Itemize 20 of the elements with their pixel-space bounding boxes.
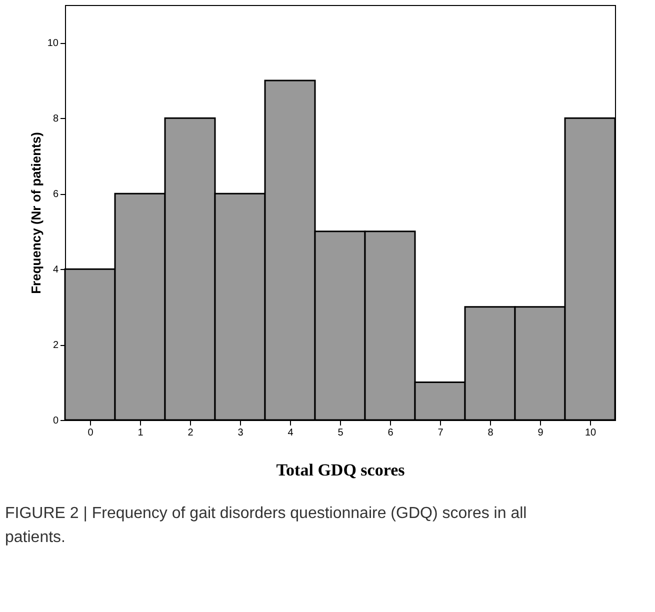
- y-tick-label: 4: [52, 264, 59, 276]
- x-tick-label: 8: [488, 428, 494, 438]
- y-axis-title: Frequency (Nr of patients): [28, 132, 44, 294]
- y-tick-label: 6: [52, 189, 59, 200]
- x-tick-label: 0: [88, 428, 94, 438]
- x-tick-label: 5: [338, 428, 344, 438]
- x-tick-label: 9: [538, 428, 544, 438]
- x-tick-label: 2: [188, 428, 194, 438]
- y-tick-label: 0: [52, 416, 59, 426]
- y-tick-label: 2: [52, 340, 59, 352]
- x-tick-label: 10: [584, 428, 596, 438]
- x-tick-label: 3: [238, 428, 244, 438]
- x-tick-label: 6: [388, 428, 394, 438]
- y-tick-label: 10: [47, 38, 59, 50]
- x-tick-label: 7: [438, 428, 444, 438]
- y-tick-label: 8: [52, 114, 59, 125]
- x-tick-label: 4: [288, 428, 294, 438]
- x-tick-label: 1: [138, 428, 144, 438]
- caption: FIGURE 2 | Frequency of gait disorders questionnaire (GDQ) scores in all patients.: [5, 505, 527, 546]
- x-axis-title: Total GDQ scores: [276, 460, 406, 480]
